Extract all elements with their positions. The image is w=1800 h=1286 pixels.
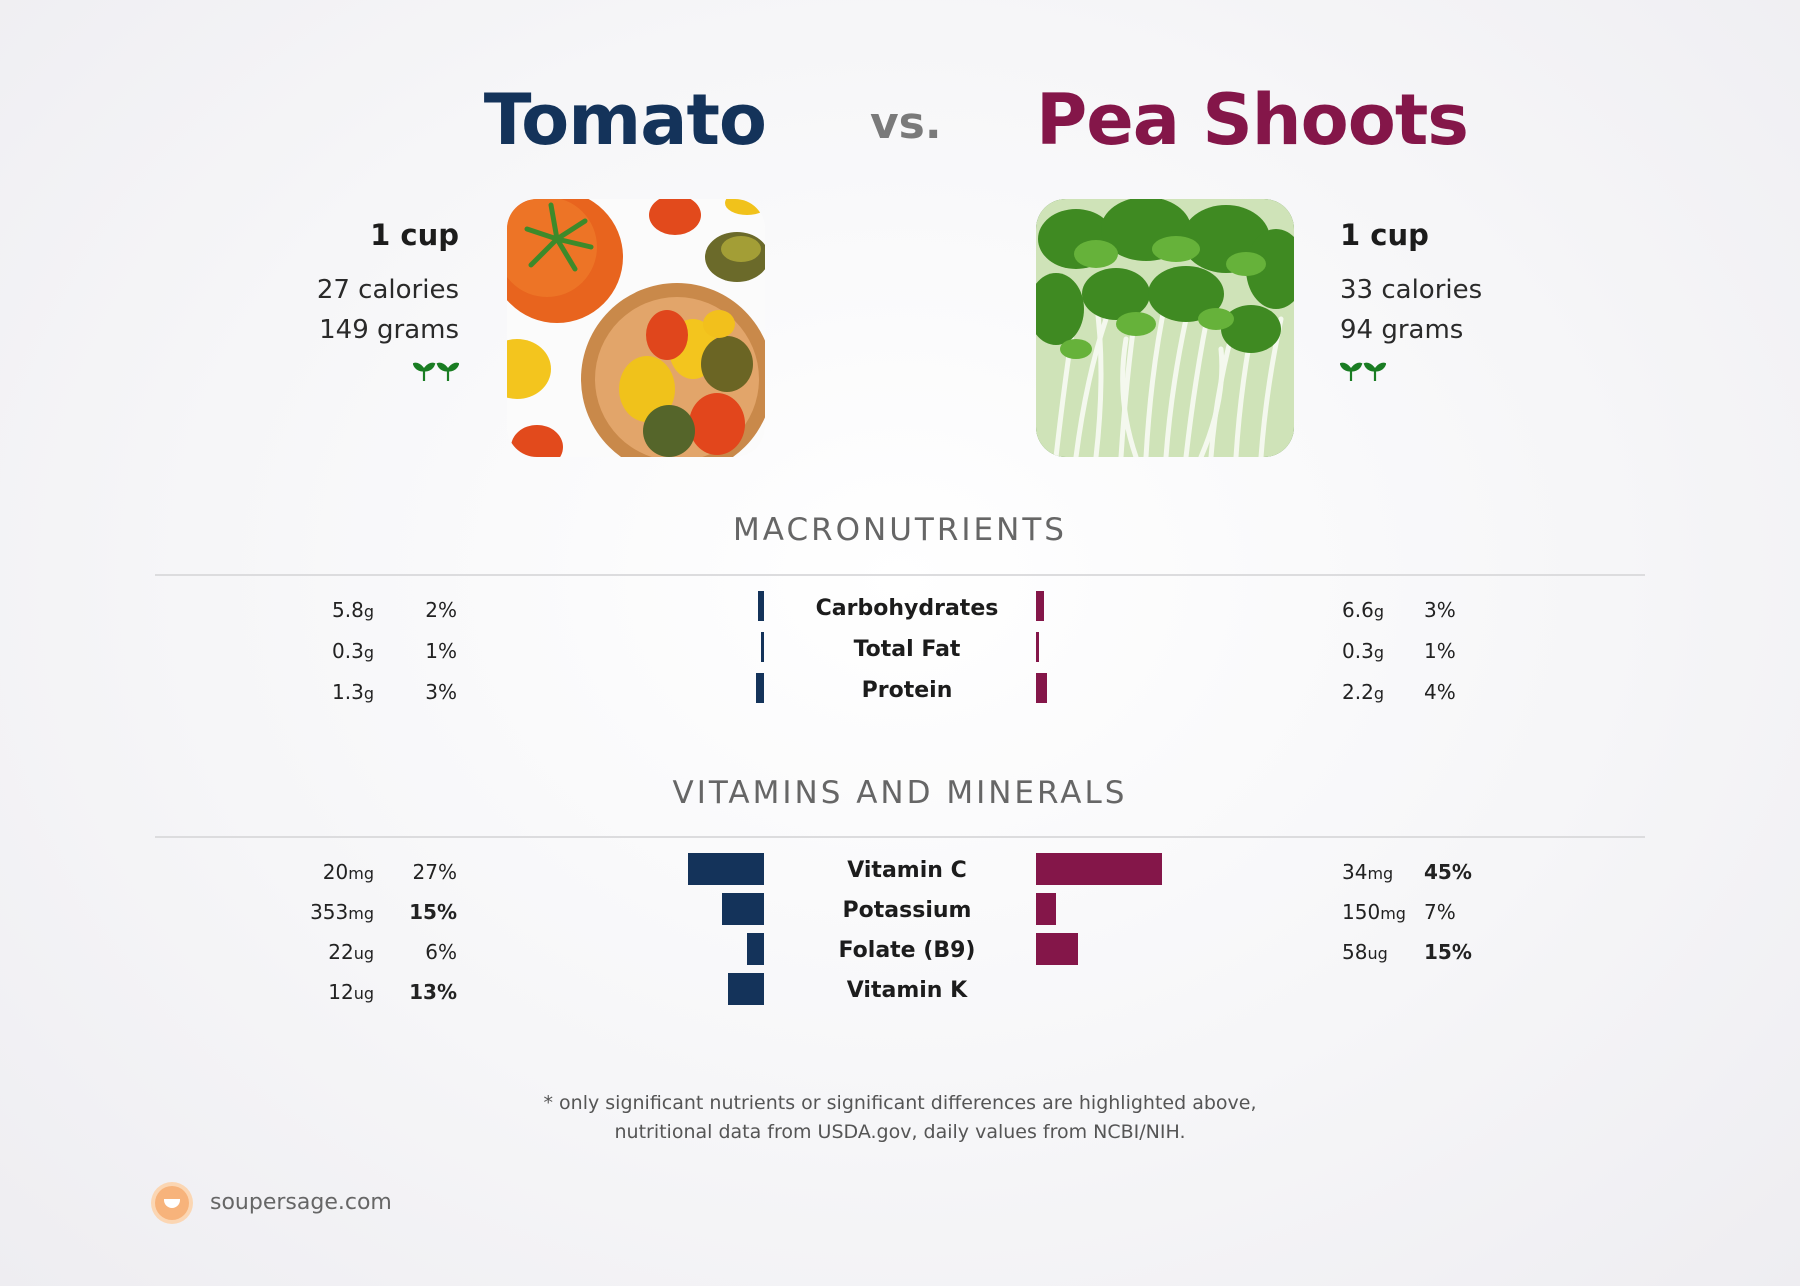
left-calories: 27 calories	[316, 275, 459, 305]
nutrient-label-folate-b9: Folate (B9)	[838, 938, 976, 963]
right-grams: 94 grams	[1340, 315, 1464, 345]
left-grams: 149 grams	[319, 315, 459, 345]
unit-label: g	[363, 602, 374, 621]
unit-label: ug	[1367, 944, 1388, 963]
right-bar-total-fat	[1036, 632, 1039, 662]
nutrient-label-vitamin-k: Vitamin K	[846, 978, 968, 1003]
vitamins-title: VITAMINS AND MINERALS	[672, 775, 1128, 811]
footnote-line-1: * only significant nutrients or signific…	[543, 1092, 1257, 1114]
vitamins-divider	[155, 836, 1645, 838]
right-calories: 33 calories	[1340, 275, 1483, 305]
right-bar-carbohydrates	[1036, 591, 1045, 621]
left-amount-protein: 1.3g	[332, 680, 374, 704]
macros-divider	[155, 574, 1645, 576]
nutrient-label-protein: Protein	[861, 678, 953, 703]
right-percent-total-fat: 1%	[1424, 639, 1456, 663]
left-percent-potassium: 15%	[409, 900, 457, 924]
right-serving: 1 cup	[1340, 218, 1429, 252]
nutrient-label-carbohydrates: Carbohydrates	[815, 596, 999, 621]
right-amount-protein: 2.2g	[1342, 680, 1384, 704]
sprout-icon	[1339, 360, 1387, 388]
left-bar-potassium	[722, 893, 764, 925]
left-amount-vitamin-k: 12ug	[328, 980, 374, 1004]
brand-link[interactable]: soupersage.com	[210, 1190, 392, 1215]
footnote: * only significant nutrients or signific…	[0, 1089, 1800, 1147]
unit-label: g	[363, 643, 374, 662]
left-bar-vitamin-c	[688, 853, 764, 885]
unit-label: ug	[353, 944, 374, 963]
footnote-line-2: nutritional data from USDA.gov, daily va…	[614, 1121, 1186, 1143]
left-serving: 1 cup	[370, 218, 459, 252]
unit-label: g	[1373, 684, 1384, 703]
left-amount-carbohydrates: 5.8g	[332, 598, 374, 622]
left-bar-carbohydrates	[758, 591, 764, 621]
right-percent-potassium: 7%	[1424, 900, 1456, 924]
pea-shoots-image	[1036, 199, 1294, 457]
right-percent-carbohydrates: 3%	[1424, 598, 1456, 622]
unit-label: mg	[1367, 864, 1394, 883]
right-amount-total-fat: 0.3g	[1342, 639, 1384, 663]
nutrient-label-total-fat: Total Fat	[853, 637, 961, 662]
right-amount-potassium: 150mg	[1342, 900, 1406, 924]
left-percent-protein: 3%	[425, 680, 457, 704]
unit-label: mg	[348, 864, 374, 883]
right-food-title: Pea Shoots	[1036, 79, 1469, 161]
unit-label: mg	[348, 904, 374, 923]
left-bar-folate-b9	[747, 933, 764, 965]
sprout-icon	[412, 360, 460, 388]
unit-label: g	[1373, 643, 1384, 662]
vs-label: vs.	[870, 98, 942, 149]
left-percent-vitamin-c: 27%	[412, 860, 457, 884]
unit-label: g	[1373, 602, 1384, 621]
left-percent-vitamin-k: 13%	[409, 980, 457, 1004]
right-percent-folate-b9: 15%	[1424, 940, 1472, 964]
right-bar-protein	[1036, 673, 1048, 703]
right-bar-potassium	[1036, 893, 1056, 925]
unit-label: g	[363, 684, 374, 703]
unit-label: mg	[1380, 904, 1406, 923]
macronutrients-title: MACRONUTRIENTS	[733, 512, 1067, 548]
right-percent-vitamin-c: 45%	[1424, 860, 1472, 884]
right-bar-vitamin-c	[1036, 853, 1162, 885]
right-bar-folate-b9	[1036, 933, 1078, 965]
right-amount-vitamin-c: 34mg	[1342, 860, 1394, 884]
left-amount-vitamin-c: 20mg	[322, 860, 374, 884]
left-amount-total-fat: 0.3g	[332, 639, 374, 663]
left-amount-folate-b9: 22ug	[328, 940, 374, 964]
left-amount-potassium: 353mg	[310, 900, 374, 924]
left-food-title: Tomato	[483, 79, 767, 161]
left-bar-vitamin-k	[727, 973, 764, 1005]
left-percent-total-fat: 1%	[425, 639, 457, 663]
left-percent-folate-b9: 6%	[425, 940, 457, 964]
left-percent-carbohydrates: 2%	[425, 598, 457, 622]
nutrient-label-potassium: Potassium	[842, 898, 972, 923]
tomato-image	[507, 199, 765, 457]
nutrient-label-vitamin-c: Vitamin C	[847, 858, 967, 883]
left-bar-protein	[755, 673, 764, 703]
right-amount-carbohydrates: 6.6g	[1342, 598, 1384, 622]
right-percent-protein: 4%	[1424, 680, 1456, 704]
left-bar-total-fat	[761, 632, 764, 662]
right-amount-folate-b9: 58ug	[1342, 940, 1388, 964]
soupersage-logo-icon	[155, 1186, 189, 1220]
unit-label: ug	[353, 984, 374, 1003]
